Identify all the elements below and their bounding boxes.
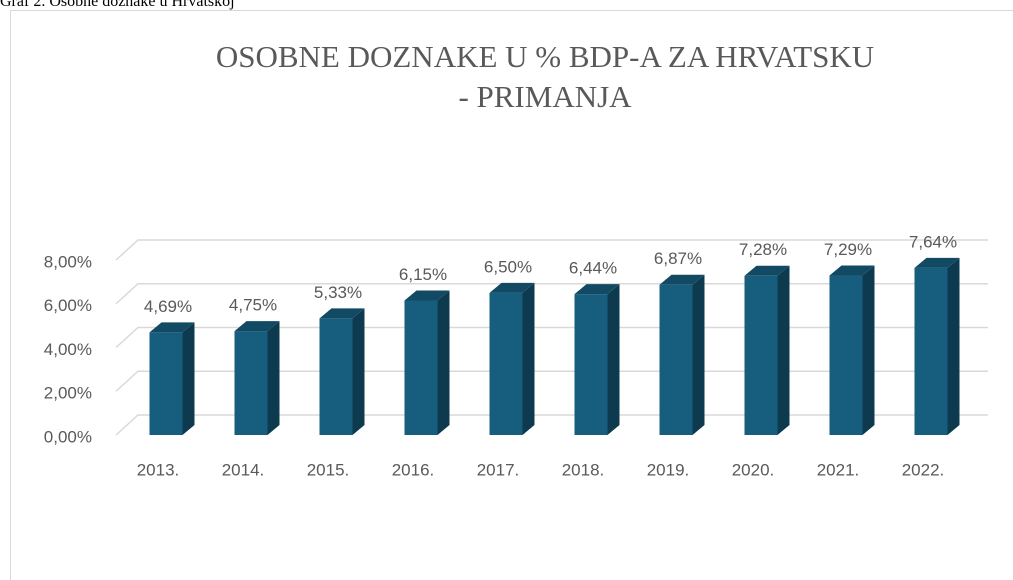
bar-side [267,321,280,435]
bar [744,275,778,435]
bar-side [182,322,195,435]
y-tick-label: 0,00% [44,427,92,446]
bar [489,292,523,435]
chart-title: OSOBNE DOZNAKE U % BDP-A ZA HRVATSKU [216,39,874,74]
y-tick-label: 4,00% [44,340,92,359]
bar-side [352,308,365,435]
grid-line [115,326,988,349]
value-label: 5,33% [314,283,362,302]
value-label: 7,28% [739,240,787,259]
bar [574,294,608,435]
chart-border [10,10,1013,580]
y-tick-label: 2,00% [44,384,92,403]
bar [659,284,693,435]
bar [319,318,353,435]
chart-title: - PRIMANJA [458,79,632,114]
bar-top [319,308,365,319]
bar-side [607,284,620,435]
bar [234,331,268,435]
grid-line [115,239,988,261]
bar-side [777,265,790,435]
caption: Graf 2. Osobne doznake u Hrvatskoj [0,0,235,10]
value-label: 6,44% [569,259,617,278]
bar-top [659,274,705,285]
bar-top [234,321,280,332]
bar-top [914,257,960,268]
value-label: 6,15% [399,265,447,284]
bar-top [829,265,875,276]
value-label: 4,75% [229,296,277,315]
bar-side [437,290,450,435]
bar-side [522,282,535,435]
x-tick-label: 2013. [137,460,180,479]
x-tick-label: 2021. [817,460,860,479]
x-tick-label: 2017. [477,460,520,479]
x-tick-label: 2019. [647,460,690,479]
grid-line [115,414,988,436]
value-label: 7,29% [824,240,872,259]
bar-side [947,257,960,435]
bar-top [744,265,790,276]
bar-top [489,282,535,293]
value-label: 6,50% [484,257,532,276]
bar [829,275,863,435]
x-tick-label: 2022. [902,460,945,479]
x-tick-label: 2020. [732,460,775,479]
bar [149,332,183,435]
bar-side [862,265,875,435]
bar-top [404,290,450,301]
x-tick-label: 2016. [392,460,435,479]
bar-side [692,274,705,435]
y-tick-label: 6,00% [44,296,92,315]
x-tick-label: 2015. [307,460,350,479]
x-tick-label: 2014. [222,460,265,479]
x-tick-label: 2018. [562,460,605,479]
value-label: 6,87% [654,249,702,268]
bar [404,300,438,435]
grid-line [115,370,988,392]
value-label: 4,69% [144,297,192,316]
bar [914,267,948,435]
y-tick-label: 8,00% [44,252,92,271]
value-label: 7,64% [909,232,957,251]
grid-line [115,283,988,305]
bar-top [574,284,620,295]
bar-top [149,322,195,333]
